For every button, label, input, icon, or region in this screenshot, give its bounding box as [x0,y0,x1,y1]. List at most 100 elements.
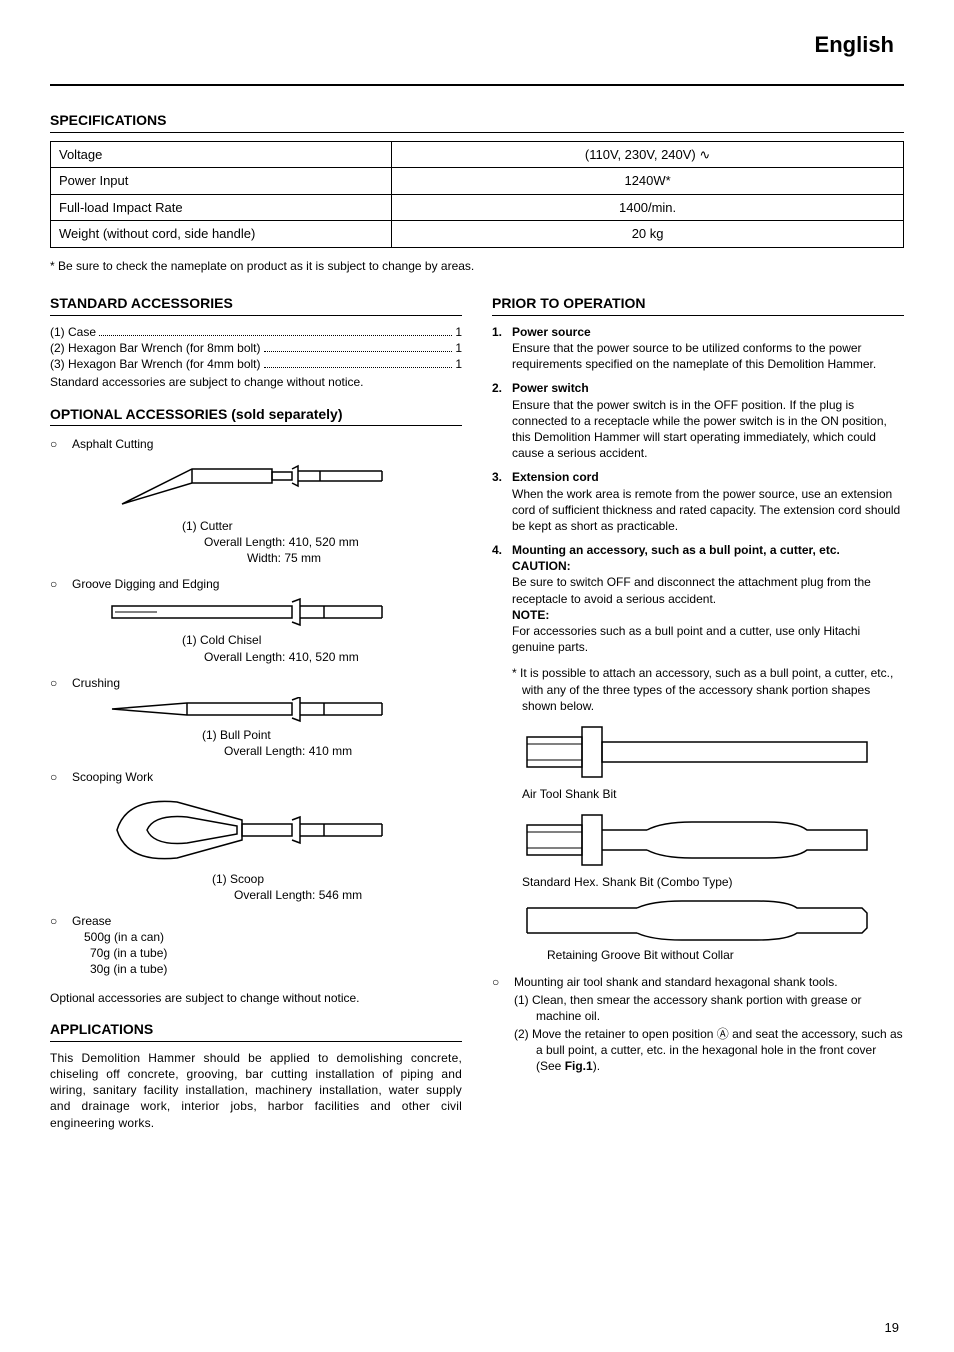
optional-accessories-heading: OPTIONAL ACCESSORIES (sold separately) [50,405,462,427]
spec-value: 20 kg [392,221,904,248]
opt-spec: Overall Length: 410, 520 mm [204,649,462,665]
accessory-item: (1) Case 1 [50,324,462,340]
mount-step-2: (2) Move the retainer to open position Ⓐ… [514,1026,904,1075]
spec-value: (110V, 230V, 240V) ∿ [392,141,904,168]
optional-item-grease: ○ Grease 500g (in a can) 70g (in a tube)… [50,913,462,978]
bullet-icon: ○ [50,675,72,760]
prior-item-4: 4. Mounting an accessory, such as a bull… [492,542,904,714]
bullet-icon: ○ [50,436,72,566]
standard-accessories-note: Standard accessories are subject to chan… [50,374,462,390]
prior-item-2: 2. Power switch Ensure that the power sw… [492,380,904,461]
opt-title: Scooping Work [72,769,462,785]
mount-step-1: (1) Clean, then smear the accessory shan… [514,992,904,1024]
opt-spec: Overall Length: 410 mm [224,743,462,759]
spec-label: Voltage [51,141,392,168]
item-heading: Mounting an accessory, such as a bull po… [512,542,904,558]
optional-item-scooping: ○ Scooping Work (1) Scoop Overall Length… [50,769,462,903]
shank-caption-1: Air Tool Shank Bit [522,786,904,802]
header-rule [50,84,904,86]
standard-hex-shank-diagram [517,810,877,870]
item-number: 1. [492,324,512,373]
item-label: (1) Case [50,324,96,340]
optional-accessories-note: Optional accessories are subject to chan… [50,990,462,1006]
bullet-icon: ○ [50,576,72,665]
scoop-diagram [102,792,392,867]
shank-caption-2: Standard Hex. Shank Bit (Combo Type) [522,874,904,890]
item-body: Ensure that the power source to be utili… [512,340,904,372]
accessory-item: (2) Hexagon Bar Wrench (for 8mm bolt) 1 [50,340,462,356]
optional-item-asphalt: ○ Asphalt Cutting (1) Cutter Overall Len… [50,436,462,566]
bull-point-diagram [102,697,392,723]
accessory-item: (3) Hexagon Bar Wrench (for 4mm bolt) 1 [50,356,462,372]
spec-label: Power Input [51,168,392,195]
shank-caption-3: Retaining Groove Bit without Collar [547,947,904,963]
item-qty: 1 [455,324,462,340]
opt-item-name: (1) Cutter [182,518,462,534]
item-label: (3) Hexagon Bar Wrench (for 4mm bolt) [50,356,261,372]
opt-title: Asphalt Cutting [72,436,462,452]
opt-item-name: (1) Scoop [212,871,462,887]
item-number: 3. [492,469,512,534]
leader-dots [99,325,452,336]
item-body: When the work area is remote from the po… [512,486,904,535]
note-body: For accessories such as a bull point and… [512,623,904,655]
mount-lead: Mounting air tool shank and standard hex… [514,974,904,990]
prior-item-3: 3. Extension cord When the work area is … [492,469,904,534]
optional-item-groove: ○ Groove Digging and Edging (1) Cold Chi… [50,576,462,665]
leader-dots [264,341,453,352]
opt-item-name: (1) Bull Point [202,727,462,743]
opt-title: Groove Digging and Edging [72,576,462,592]
retaining-groove-diagram [517,898,877,943]
grease-size: 30g (in a tube) [90,961,462,977]
spec-value: 1400/min. [392,194,904,221]
note-heading: NOTE: [512,607,904,623]
table-row: Power Input 1240W* [51,168,904,195]
air-tool-shank-diagram [517,722,877,782]
optional-item-crushing: ○ Crushing (1) Bull Point Overall Length… [50,675,462,760]
page-number: 19 [885,1319,899,1337]
grease-size: 70g (in a tube) [90,945,462,961]
item-heading: Power source [512,324,904,340]
applications-heading: APPLICATIONS [50,1020,462,1042]
specifications-heading: SPECIFICATIONS [50,111,904,133]
prior-item-1: 1. Power source Ensure that the power so… [492,324,904,373]
opt-spec: Overall Length: 546 mm [234,887,462,903]
spec-footnote: * Be sure to check the nameplate on prod… [50,258,904,274]
cutter-diagram [102,459,392,514]
spec-label: Weight (without cord, side handle) [51,221,392,248]
chisel-diagram [102,598,392,628]
item-heading: Extension cord [512,469,904,485]
bullet-icon: ○ [492,974,514,1075]
table-row: Voltage (110V, 230V, 240V) ∿ [51,141,904,168]
spec-label: Full-load Impact Rate [51,194,392,221]
caution-heading: CAUTION: [512,558,904,574]
specifications-table: Voltage (110V, 230V, 240V) ∿ Power Input… [50,141,904,248]
item-heading: Power switch [512,380,904,396]
caution-body: Be sure to switch OFF and disconnect the… [512,574,904,606]
item-label: (2) Hexagon Bar Wrench (for 8mm bolt) [50,340,261,356]
mounting-instructions: ○ Mounting air tool shank and standard h… [492,974,904,1075]
standard-accessories-heading: STANDARD ACCESSORIES [50,294,462,316]
item-number: 2. [492,380,512,461]
star-note: * It is possible to attach an accessory,… [512,665,904,714]
left-column: STANDARD ACCESSORIES (1) Case 1 (2) Hexa… [50,294,462,1133]
opt-spec: Width: 75 mm [247,550,462,566]
applications-body: This Demolition Hammer should be applied… [50,1050,462,1131]
table-row: Weight (without cord, side handle) 20 kg [51,221,904,248]
opt-title: Crushing [72,675,462,691]
opt-item-name: (1) Cold Chisel [182,632,462,648]
item-qty: 1 [455,356,462,372]
grease-size: 500g (in a can) [84,929,462,945]
spec-value: 1240W* [392,168,904,195]
opt-spec: Overall Length: 410, 520 mm [204,534,462,550]
bullet-icon: ○ [50,913,72,978]
right-column: PRIOR TO OPERATION 1. Power source Ensur… [492,294,904,1133]
page-language: English [50,30,904,64]
table-row: Full-load Impact Rate 1400/min. [51,194,904,221]
opt-title: Grease [72,913,462,929]
item-qty: 1 [455,340,462,356]
bullet-icon: ○ [50,769,72,903]
prior-to-operation-heading: PRIOR TO OPERATION [492,294,904,316]
leader-dots [264,357,453,368]
item-number: 4. [492,542,512,714]
